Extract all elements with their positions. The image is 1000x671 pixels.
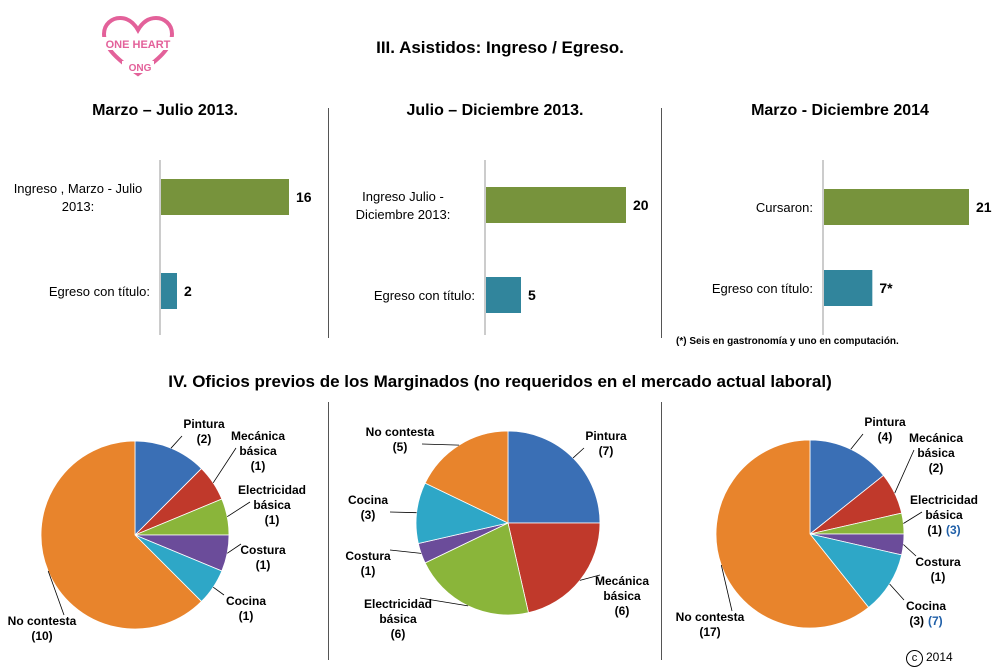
category-label: Cursaron: <box>756 200 813 215</box>
leader-line <box>894 449 915 494</box>
bar-value-label: 7* <box>879 280 893 296</box>
leader-line <box>47 570 65 616</box>
divider <box>661 402 662 660</box>
bar <box>486 187 626 223</box>
bar-value-label: 5 <box>528 287 536 303</box>
divider <box>328 108 329 338</box>
leader-line <box>212 586 225 596</box>
bar-value-label: 20 <box>633 197 649 213</box>
copyright: c 2014 <box>906 650 953 667</box>
bar <box>486 277 521 313</box>
leader-line <box>572 447 585 459</box>
pie-slice-label: Electricidad básica (1) <box>238 483 306 527</box>
pie-slice-label: Costura (1) <box>240 543 286 572</box>
pie-chart-1: Pintura (2) Mecánica básica (1) Electricidad b… <box>8 417 306 643</box>
pie-slice-label: Pintura (2) <box>183 417 225 446</box>
leader-line <box>903 544 917 557</box>
leader-line <box>720 564 733 612</box>
bar <box>824 189 969 225</box>
category-label: Egreso con título: <box>49 284 150 299</box>
category-label: Ingreso Julio -Diciembre 2013: <box>356 189 451 222</box>
bar <box>161 273 177 309</box>
leader-line <box>903 511 923 524</box>
bar-chart-1: 16 Ingreso , Marzo - Julio 2013: 2 Egreso co… <box>14 160 312 335</box>
pie-slice-label: Costura (1) <box>915 555 961 584</box>
pie-slice-label: Cocina (3) <box>348 493 388 522</box>
leader-line <box>419 597 469 607</box>
pie-slice <box>809 439 885 535</box>
bar <box>161 179 289 215</box>
pie-slice-label: No contesta (5) <box>366 425 435 454</box>
leader-line <box>579 574 601 581</box>
leader-line <box>421 443 460 446</box>
divider <box>661 108 662 338</box>
one-heart-logo: ONE HEART ONG <box>101 15 175 77</box>
pie-chart-3: Pintura (4) Mecánica básica (2) Electricidad b… <box>676 415 978 639</box>
bar-chart-2: 20 Ingreso Julio -Diciembre 2013: 5 Egreso … <box>356 160 649 335</box>
footnote: (*) Seis en gastronomía y uno en computa… <box>676 336 899 347</box>
category-label: Ingreso , Marzo - Julio 2013: <box>14 181 143 214</box>
pie-slice-label: Electricidad básica (1) (3) <box>910 493 978 537</box>
section4-title: IV. Oficios previos de los Marginados (n… <box>168 372 832 391</box>
bar-chart-3-title: Marzo - Diciembre 2014 <box>751 102 929 119</box>
pie-slice-label: Electricidad básica (6) <box>364 597 432 641</box>
pie-chart-2: Pintura (7) Mecánica básica (6) Electricidad b… <box>345 425 649 641</box>
bar-chart-2-title: Julio – Diciembre 2013. <box>406 102 584 119</box>
bar <box>824 270 873 306</box>
leader-line <box>170 435 183 449</box>
bar-value-label: 2 <box>184 283 192 299</box>
bar-chart-3: 21 Cursaron: 7* Egreso con título: <box>712 160 992 335</box>
logo-text-line1: ONE HEART <box>106 39 171 51</box>
pie-slice-label: Pintura (7) <box>585 429 627 458</box>
pie-slice-label: Mecánica básica (1) <box>231 429 285 473</box>
copyright-icon: c <box>906 650 923 667</box>
category-label: Egreso con título: <box>712 281 813 296</box>
leader-line <box>212 447 237 484</box>
divider <box>328 402 329 660</box>
pie-slice-label: Cocina (3) (7) <box>906 599 946 628</box>
leader-line <box>889 583 905 601</box>
section3-title: III. Asistidos: Ingreso / Egreso. <box>376 38 624 57</box>
leader-line <box>226 543 242 554</box>
logo-text-line2: ONG <box>129 63 152 74</box>
pie-slice <box>424 430 509 524</box>
leader-line <box>850 433 864 450</box>
pie-slice-label: Cocina (1) <box>226 594 266 623</box>
pie-slice <box>507 430 601 524</box>
pie-slice-label: No contesta (10) <box>8 614 77 643</box>
pie-slice-label: No contesta (17) <box>676 610 745 639</box>
pie-slice-label: Mecánica básica (6) <box>595 574 649 618</box>
category-label: Egreso con título: <box>374 288 475 303</box>
leader-line <box>226 501 251 518</box>
heart-icon <box>101 15 175 77</box>
bar-chart-1-title: Marzo – Julio 2013. <box>92 102 238 119</box>
bar-value-label: 16 <box>296 189 312 205</box>
pie-slice-label: Mecánica básica (2) <box>909 431 963 475</box>
pie-slice-label: Pintura (4) <box>864 415 906 444</box>
leader-line <box>389 511 417 514</box>
copyright-year: 2014 <box>926 650 953 664</box>
pie-slice <box>40 440 203 630</box>
pie-slice-label: Costura (1) <box>345 549 391 578</box>
leader-line <box>389 549 422 554</box>
bar-value-label: 21 <box>976 199 992 215</box>
